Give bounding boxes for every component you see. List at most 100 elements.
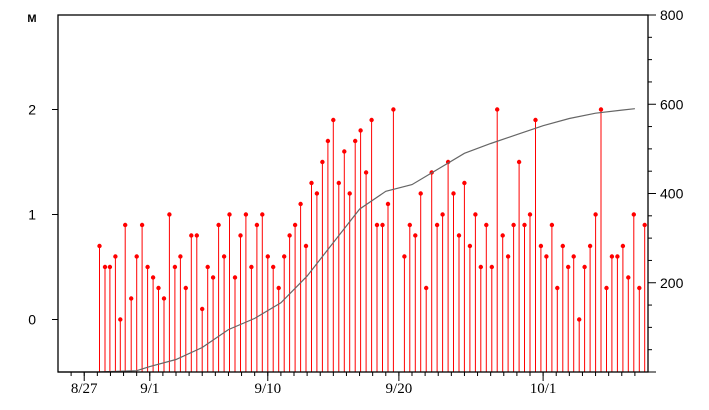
stem-mark: [216, 222, 221, 372]
stem-mark: [478, 264, 483, 372]
stem-mark: [642, 222, 647, 372]
stem-point: [320, 159, 325, 165]
stem-mark: [456, 233, 462, 372]
stem-point: [336, 180, 341, 186]
stem-mark: [342, 149, 347, 372]
stem-point: [631, 212, 636, 217]
left-axis: M 0 1 2: [27, 13, 58, 328]
stem-point: [271, 264, 276, 270]
stem-point: [407, 222, 412, 228]
stem-point: [156, 285, 161, 291]
stem-point: [462, 180, 467, 186]
stem-mark: [139, 222, 145, 372]
stem-point: [189, 233, 194, 238]
stem-point: [434, 222, 440, 228]
stem-mark: [118, 317, 123, 372]
stem-mark: [123, 222, 128, 372]
stem-point: [183, 285, 188, 291]
stem-point: [582, 264, 587, 270]
stem-point: [172, 264, 178, 270]
stem-point: [637, 285, 642, 291]
stem-point: [495, 107, 500, 112]
stem-mark: [249, 264, 254, 372]
stem-point: [303, 243, 309, 249]
stem-point: [145, 264, 150, 270]
stem-mark: [374, 222, 380, 372]
stem-point: [424, 285, 429, 291]
stem-point: [369, 117, 374, 123]
stem-point: [97, 243, 102, 249]
plot-frame: [57, 14, 649, 373]
stem-point: [544, 254, 549, 259]
stem-mark: [271, 264, 276, 372]
stem-mark: [495, 107, 500, 372]
stem-mark: [260, 212, 265, 372]
stem-mark: [309, 180, 314, 372]
stem-point: [309, 180, 314, 186]
plot-border: [57, 14, 649, 373]
stem-point: [380, 222, 385, 228]
stem-mark: [626, 275, 631, 372]
stem-mark: [429, 170, 434, 372]
stem-mark: [418, 191, 423, 372]
stem-point: [516, 159, 522, 165]
stem-point: [238, 233, 243, 238]
stem-mark: [385, 201, 391, 372]
stem-mark: [336, 180, 341, 372]
stem-point: [566, 264, 571, 270]
stem-mark: [500, 233, 505, 372]
stem-mark: [172, 264, 178, 372]
stem-mark: [484, 222, 489, 372]
stem-mark: [604, 285, 609, 372]
x-tick-label: 9/20: [386, 381, 413, 397]
x-tick-label: 9/10: [254, 381, 281, 397]
stem-point: [522, 222, 527, 228]
stem-point: [292, 222, 298, 228]
x-tick-label: 10/1: [530, 381, 557, 397]
stem-point: [593, 212, 598, 217]
stem-mark: [582, 264, 587, 372]
stem-mark: [505, 254, 511, 372]
stem-mark: [413, 233, 418, 372]
stem-point: [210, 275, 216, 280]
stem-point: [555, 285, 560, 291]
stem-mark: [353, 138, 358, 372]
stem-mark: [303, 243, 309, 372]
stem-mark: [156, 285, 161, 372]
stem-mark: [129, 296, 134, 372]
stem-mark: [102, 264, 108, 372]
stem-mark: [276, 285, 281, 372]
stem-mark: [194, 233, 199, 372]
stem-mark: [527, 212, 533, 372]
stem-mark: [538, 243, 544, 372]
stem-point: [484, 222, 489, 228]
stem-point: [456, 233, 462, 238]
right-tick-label: 200: [660, 275, 684, 291]
stem-mark: [445, 159, 451, 372]
left-axis-unit-label: M: [27, 13, 36, 25]
stem-point: [113, 254, 118, 259]
stem-point: [626, 275, 631, 280]
stem-mark: [210, 275, 216, 372]
stem-mark: [107, 264, 113, 372]
stem-mark: [150, 275, 156, 372]
stem-mark: [369, 117, 374, 372]
stem-mark: [358, 128, 363, 372]
stem-mark: [434, 222, 440, 372]
stem-point: [363, 170, 369, 175]
stem-mark: [97, 243, 102, 372]
stem-mark: [347, 191, 352, 372]
stem-mark: [292, 222, 298, 372]
stem-point: [385, 201, 391, 207]
stem-point: [571, 254, 576, 259]
stem-mark: [238, 233, 243, 372]
stem-point: [478, 264, 483, 270]
right-axis: 200 400 600 800: [648, 7, 684, 373]
stem-point: [161, 296, 167, 301]
stem-point: [178, 254, 183, 259]
stem-mark: [511, 222, 516, 372]
stem-point: [347, 191, 352, 196]
x-tick-label: 9/1: [140, 381, 159, 397]
stem-point: [473, 212, 478, 217]
